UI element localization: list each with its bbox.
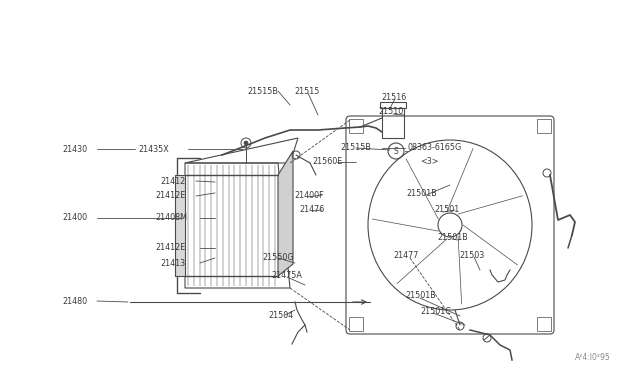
Bar: [349, 317, 363, 331]
Text: A²4:I0²95: A²4:I0²95: [575, 353, 611, 362]
Text: 21476: 21476: [299, 205, 324, 215]
Text: 21408M: 21408M: [155, 214, 187, 222]
Text: 21412E: 21412E: [155, 192, 185, 201]
Text: 21515B: 21515B: [340, 144, 371, 153]
Text: 21477: 21477: [393, 251, 419, 260]
Text: 21435X: 21435X: [138, 144, 169, 154]
Polygon shape: [278, 151, 293, 276]
Bar: [537, 119, 551, 133]
Text: <3>: <3>: [420, 157, 438, 167]
Circle shape: [244, 141, 248, 145]
Text: 21504: 21504: [268, 311, 293, 320]
Text: 08363-6165G: 08363-6165G: [407, 144, 461, 153]
Bar: [382, 108, 404, 138]
Text: 21510: 21510: [378, 108, 403, 116]
Bar: [380, 102, 406, 108]
Bar: [537, 317, 551, 331]
Text: 21516: 21516: [381, 93, 406, 102]
Polygon shape: [175, 175, 185, 276]
Text: 21400: 21400: [62, 214, 87, 222]
Text: 21413: 21413: [160, 259, 185, 267]
Text: 21430: 21430: [62, 144, 87, 154]
Text: S: S: [394, 147, 398, 155]
Text: 21503: 21503: [459, 250, 484, 260]
Text: 21400F: 21400F: [294, 190, 324, 199]
Text: 21475A: 21475A: [271, 270, 302, 279]
Text: 21412: 21412: [160, 176, 185, 186]
Text: 21550G: 21550G: [262, 253, 294, 263]
Text: 21501B: 21501B: [406, 189, 436, 198]
Text: 21501C: 21501C: [420, 307, 451, 315]
Text: 21480: 21480: [62, 296, 87, 305]
Text: 21501: 21501: [434, 205, 460, 215]
Text: 21515: 21515: [294, 87, 319, 96]
Text: 21501B: 21501B: [437, 232, 468, 241]
Text: 21501B: 21501B: [405, 292, 436, 301]
Bar: [349, 119, 363, 133]
Text: 21515B: 21515B: [247, 87, 278, 96]
Text: 21560E: 21560E: [312, 157, 342, 167]
Text: 21412E: 21412E: [155, 244, 185, 253]
